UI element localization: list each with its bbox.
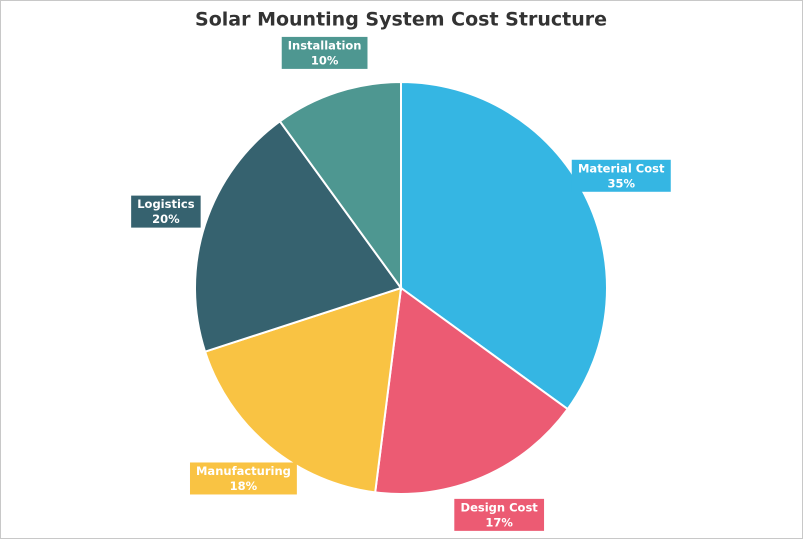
label-category: Material Cost xyxy=(578,161,665,175)
pie-slice xyxy=(374,286,570,495)
label-box xyxy=(454,498,545,531)
label-value: 18% xyxy=(230,479,258,493)
label-category: Design Cost xyxy=(461,500,539,514)
label-category: Logistics xyxy=(137,197,195,211)
pie-slice xyxy=(400,80,608,411)
label-category: Manufacturing xyxy=(196,464,291,478)
pie-slice xyxy=(278,80,402,292)
pie-slice xyxy=(194,119,403,353)
label-box xyxy=(281,36,368,69)
label-category: Installation xyxy=(288,38,362,52)
label-box xyxy=(189,462,297,495)
label-box xyxy=(571,159,671,192)
label-value: 35% xyxy=(607,176,635,190)
label-value: 20% xyxy=(152,212,180,226)
pie-slice xyxy=(203,286,403,494)
label-box xyxy=(131,195,201,228)
label-value: 10% xyxy=(311,53,339,67)
label-value: 17% xyxy=(485,515,513,529)
chart-title: Solar Mounting System Cost Structure xyxy=(195,9,607,31)
